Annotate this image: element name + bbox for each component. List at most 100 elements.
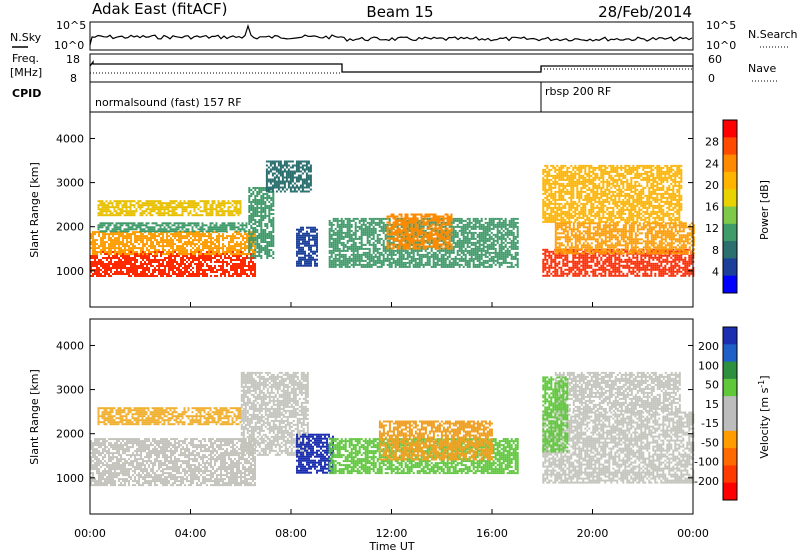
power-cell (240, 267, 242, 269)
power-cell (166, 245, 168, 248)
power-cell (169, 202, 172, 205)
power-cell (392, 215, 395, 218)
power-cell (202, 271, 204, 273)
power-cell (197, 208, 200, 211)
power-cell (152, 247, 154, 250)
power-cell (380, 237, 383, 240)
power-cell (438, 259, 441, 262)
power-cell (178, 239, 180, 242)
power-cell (132, 247, 134, 250)
power-cell (298, 232, 300, 235)
power-cell (160, 273, 162, 275)
power-cell (125, 214, 128, 217)
power-cell (158, 235, 160, 238)
power-cell (194, 257, 196, 259)
power-cell (270, 207, 273, 209)
power-cell (218, 235, 220, 238)
power-cell (150, 247, 152, 250)
power-cell (418, 257, 421, 260)
power-cell (245, 230, 248, 233)
power-cell (96, 253, 98, 256)
power-cell (338, 237, 341, 240)
power-cell (170, 265, 172, 267)
power-cell (187, 204, 190, 207)
power-cell (448, 245, 451, 248)
power-cell (238, 249, 240, 252)
power-cell (310, 254, 312, 257)
power-cell (456, 225, 459, 228)
power-cell (392, 237, 395, 240)
power-cell (372, 233, 375, 236)
power-cell (510, 239, 513, 242)
power-cell (295, 166, 298, 169)
power-cell (378, 229, 381, 232)
power-cell (382, 229, 385, 232)
power-cell (193, 200, 196, 203)
power-cell (270, 249, 273, 251)
power-cell (158, 267, 160, 269)
power-cell (92, 243, 94, 246)
power-cell (222, 243, 224, 246)
power-cell (334, 219, 337, 222)
power-cell (219, 208, 222, 211)
power-cell (472, 261, 475, 264)
power-cell (400, 239, 403, 242)
power-cell (308, 264, 310, 267)
cpid-mode-2: rbsp 200 RF (545, 85, 611, 98)
power-cell (203, 206, 206, 209)
power-cell (468, 251, 471, 254)
power-cell (307, 160, 310, 163)
power-cell (424, 217, 427, 220)
power-cell (266, 193, 269, 195)
power-cell (250, 243, 253, 245)
power-cell (380, 219, 383, 222)
power-cell (96, 271, 98, 273)
power-cell (378, 217, 381, 220)
power-cell (468, 265, 471, 268)
power-cell (131, 210, 134, 213)
power-cell (187, 228, 190, 231)
power-cell (90, 265, 92, 267)
power-cell (408, 261, 411, 264)
power-cell (342, 259, 345, 262)
power-cell (380, 261, 383, 264)
power-cell (131, 226, 134, 229)
power-cell (388, 261, 391, 264)
power-cell (240, 273, 242, 275)
power-cell (271, 160, 274, 163)
power-cell (92, 241, 94, 244)
power-cell (170, 255, 172, 257)
power-cell (195, 206, 198, 209)
power-cell (406, 217, 409, 220)
power-cell (124, 255, 126, 257)
power-cell (182, 263, 184, 265)
power-cell (370, 217, 373, 220)
power-cell (101, 212, 104, 215)
power-cell (217, 200, 220, 203)
power-cell (380, 251, 383, 254)
power-cell (277, 180, 280, 183)
power-cell (478, 225, 481, 228)
power-cell (416, 237, 419, 240)
power-cell (260, 229, 263, 231)
power-cell (422, 227, 425, 230)
power-cell (328, 249, 331, 252)
power-cell (205, 200, 208, 203)
power-cell (514, 217, 517, 220)
power-cell (346, 249, 349, 252)
power-cell (422, 219, 425, 222)
power-cell (412, 243, 415, 246)
power-cell (165, 204, 168, 207)
power-cell (201, 222, 204, 225)
power-cell (200, 235, 202, 238)
power-cell (190, 237, 192, 240)
power-cell (414, 261, 417, 264)
power-cell (408, 237, 411, 240)
power-cell (504, 237, 507, 240)
power-cell (402, 227, 405, 230)
power-cell (504, 259, 507, 262)
power-cell (422, 247, 425, 250)
power-cell (484, 239, 487, 242)
power-cell (124, 273, 126, 275)
power-cell (510, 233, 513, 236)
